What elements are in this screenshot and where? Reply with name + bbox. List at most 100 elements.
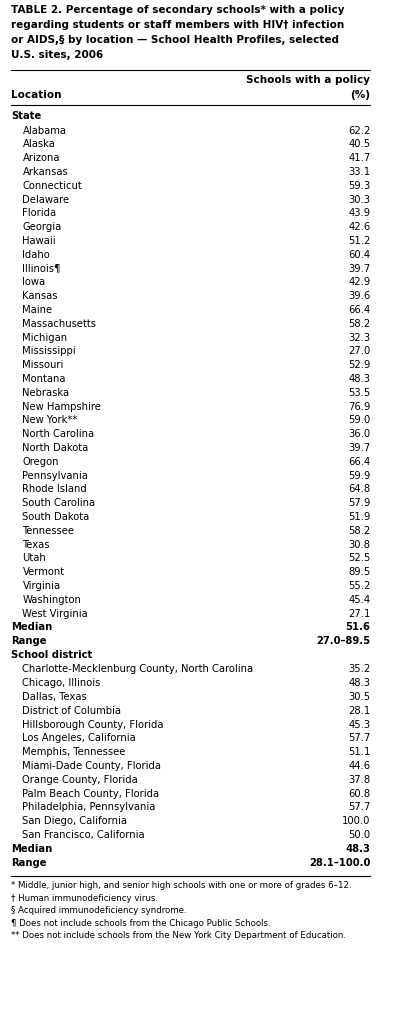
Text: 66.4: 66.4 bbox=[348, 456, 370, 466]
Text: Schools with a policy: Schools with a policy bbox=[246, 76, 370, 85]
Text: 51.9: 51.9 bbox=[348, 512, 370, 522]
Text: 32.3: 32.3 bbox=[348, 332, 370, 343]
Text: 100.0: 100.0 bbox=[342, 816, 370, 827]
Text: Charlotte-Mecklenburg County, North Carolina: Charlotte-Mecklenburg County, North Caro… bbox=[22, 664, 253, 674]
Text: 60.4: 60.4 bbox=[348, 250, 370, 260]
Text: 39.7: 39.7 bbox=[348, 264, 370, 273]
Text: Mississippi: Mississippi bbox=[22, 347, 76, 356]
Text: West Virginia: West Virginia bbox=[22, 609, 88, 619]
Text: Range: Range bbox=[11, 857, 47, 868]
Text: 57.7: 57.7 bbox=[348, 733, 370, 744]
Text: 44.6: 44.6 bbox=[348, 761, 370, 771]
Text: 57.7: 57.7 bbox=[348, 802, 370, 812]
Text: 53.5: 53.5 bbox=[348, 388, 370, 398]
Text: Median: Median bbox=[11, 622, 53, 632]
Text: New Hampshire: New Hampshire bbox=[22, 401, 101, 411]
Text: Utah: Utah bbox=[22, 553, 46, 564]
Text: TABLE 2. Percentage of secondary schools* with a policy: TABLE 2. Percentage of secondary schools… bbox=[11, 5, 345, 15]
Text: Nebraska: Nebraska bbox=[22, 388, 70, 398]
Text: Connecticut: Connecticut bbox=[22, 181, 82, 190]
Text: 89.5: 89.5 bbox=[348, 567, 370, 577]
Text: 28.1–100.0: 28.1–100.0 bbox=[309, 857, 370, 868]
Text: Arkansas: Arkansas bbox=[22, 167, 68, 177]
Text: Montana: Montana bbox=[22, 374, 66, 384]
Text: 27.0–89.5: 27.0–89.5 bbox=[316, 636, 370, 647]
Text: Pennsylvania: Pennsylvania bbox=[22, 471, 88, 481]
Text: Georgia: Georgia bbox=[22, 222, 62, 232]
Text: 58.2: 58.2 bbox=[348, 526, 370, 536]
Text: Los Angeles, California: Los Angeles, California bbox=[22, 733, 136, 744]
Text: 57.9: 57.9 bbox=[348, 498, 370, 508]
Text: 52.9: 52.9 bbox=[348, 360, 370, 370]
Text: 59.0: 59.0 bbox=[348, 415, 370, 426]
Text: 40.5: 40.5 bbox=[348, 139, 370, 149]
Text: Memphis, Tennessee: Memphis, Tennessee bbox=[22, 747, 126, 757]
Text: 42.6: 42.6 bbox=[348, 222, 370, 232]
Text: Massachusetts: Massachusetts bbox=[22, 319, 96, 328]
Text: Median: Median bbox=[11, 844, 53, 854]
Text: † Human immunodeficiency virus.: † Human immunodeficiency virus. bbox=[11, 894, 158, 902]
Text: regarding students or staff members with HIV† infection: regarding students or staff members with… bbox=[11, 20, 344, 31]
Text: 43.9: 43.9 bbox=[348, 209, 370, 218]
Text: 30.8: 30.8 bbox=[348, 539, 370, 549]
Text: 39.6: 39.6 bbox=[348, 292, 370, 301]
Text: San Diego, California: San Diego, California bbox=[22, 816, 127, 827]
Text: South Carolina: South Carolina bbox=[22, 498, 95, 508]
Text: 28.1: 28.1 bbox=[348, 706, 370, 716]
Text: ¶ Does not include schools from the Chicago Public Schools.: ¶ Does not include schools from the Chic… bbox=[11, 919, 271, 928]
Text: (%): (%) bbox=[350, 90, 370, 100]
Text: Idaho: Idaho bbox=[22, 250, 50, 260]
Text: Michigan: Michigan bbox=[22, 332, 68, 343]
Text: School district: School district bbox=[11, 650, 93, 660]
Text: 45.3: 45.3 bbox=[348, 719, 370, 729]
Text: North Dakota: North Dakota bbox=[22, 443, 89, 453]
Text: San Francisco, California: San Francisco, California bbox=[22, 830, 145, 840]
Text: 59.3: 59.3 bbox=[348, 181, 370, 190]
Text: 48.3: 48.3 bbox=[348, 374, 370, 384]
Text: Alabama: Alabama bbox=[22, 126, 67, 135]
Text: 36.0: 36.0 bbox=[348, 429, 370, 439]
Text: South Dakota: South Dakota bbox=[22, 512, 90, 522]
Text: Chicago, Illinois: Chicago, Illinois bbox=[22, 678, 101, 688]
Text: 52.5: 52.5 bbox=[348, 553, 370, 564]
Text: Alaska: Alaska bbox=[22, 139, 55, 149]
Text: Palm Beach County, Florida: Palm Beach County, Florida bbox=[22, 789, 160, 799]
Text: 41.7: 41.7 bbox=[348, 153, 370, 163]
Text: Missouri: Missouri bbox=[22, 360, 64, 370]
Text: 76.9: 76.9 bbox=[348, 401, 370, 411]
Text: 51.2: 51.2 bbox=[348, 236, 370, 246]
Text: 35.2: 35.2 bbox=[348, 664, 370, 674]
Text: Florida: Florida bbox=[22, 209, 57, 218]
Text: 37.8: 37.8 bbox=[348, 774, 370, 785]
Text: Hawaii: Hawaii bbox=[22, 236, 56, 246]
Text: North Carolina: North Carolina bbox=[22, 429, 95, 439]
Text: New York**: New York** bbox=[22, 415, 78, 426]
Text: Range: Range bbox=[11, 636, 47, 647]
Text: 55.2: 55.2 bbox=[348, 581, 370, 591]
Text: 60.8: 60.8 bbox=[348, 789, 370, 799]
Text: Rhode Island: Rhode Island bbox=[22, 484, 87, 494]
Text: 30.5: 30.5 bbox=[348, 692, 370, 702]
Text: Location: Location bbox=[11, 90, 62, 100]
Text: Delaware: Delaware bbox=[22, 194, 70, 205]
Text: 30.3: 30.3 bbox=[348, 194, 370, 205]
Text: 62.2: 62.2 bbox=[348, 126, 370, 135]
Text: Texas: Texas bbox=[22, 539, 50, 549]
Text: 33.1: 33.1 bbox=[348, 167, 370, 177]
Text: 45.4: 45.4 bbox=[348, 594, 370, 605]
Text: 27.0: 27.0 bbox=[348, 347, 370, 356]
Text: Dallas, Texas: Dallas, Texas bbox=[22, 692, 87, 702]
Text: 42.9: 42.9 bbox=[348, 277, 370, 287]
Text: U.S. sites, 2006: U.S. sites, 2006 bbox=[11, 50, 104, 60]
Text: 51.1: 51.1 bbox=[348, 747, 370, 757]
Text: Maine: Maine bbox=[22, 305, 53, 315]
Text: Virginia: Virginia bbox=[22, 581, 60, 591]
Text: Oregon: Oregon bbox=[22, 456, 59, 466]
Text: 51.6: 51.6 bbox=[345, 622, 370, 632]
Text: Kansas: Kansas bbox=[22, 292, 58, 301]
Text: 48.3: 48.3 bbox=[348, 678, 370, 688]
Text: District of Columbia: District of Columbia bbox=[22, 706, 122, 716]
Text: 64.8: 64.8 bbox=[348, 484, 370, 494]
Text: 27.1: 27.1 bbox=[348, 609, 370, 619]
Text: ** Does not include schools from the New York City Department of Education.: ** Does not include schools from the New… bbox=[11, 931, 346, 940]
